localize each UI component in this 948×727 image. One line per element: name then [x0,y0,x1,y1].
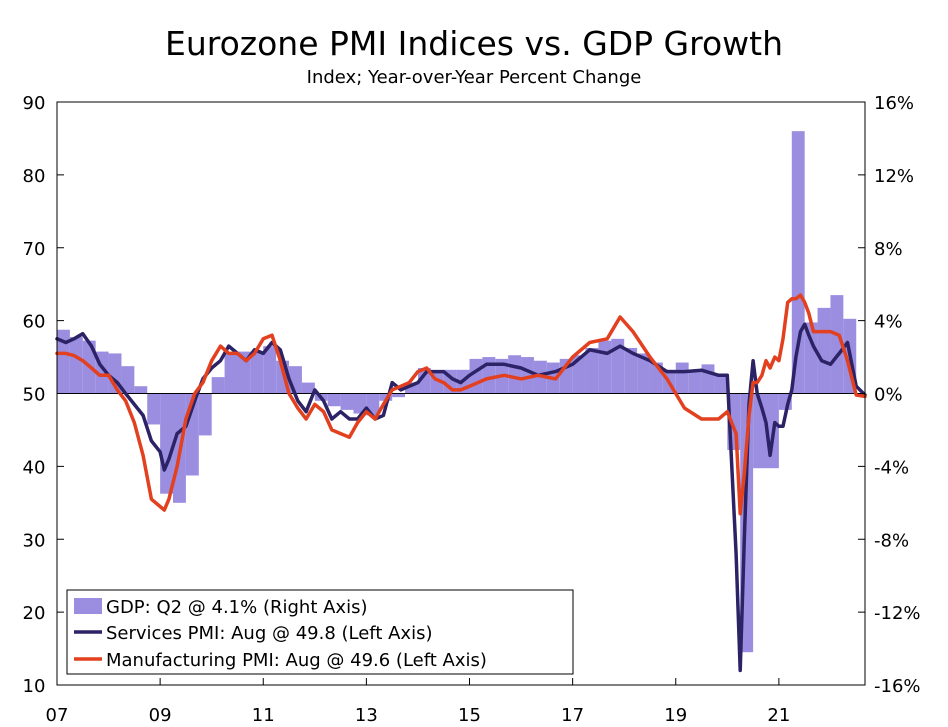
gdp-bar [482,357,496,394]
x-tick-label: 15 [458,705,481,726]
gdp-bar [598,340,612,394]
gdp-bar [521,357,534,394]
right-tick-label: -4% [874,457,909,478]
x-tick-label: 07 [46,705,69,726]
right-tick-label: 16% [874,93,914,114]
gdp-bar [69,337,83,394]
manufacturing-pmi-line [55,293,867,516]
left-axis: 10 20 30 40 50 60 70 80 90 [23,93,64,697]
gdp-bar [147,393,161,425]
gdp-bar [701,364,715,394]
legend-label-manufacturing: Manufacturing PMI: Aug @ 49.6 (Left Axis… [106,650,487,671]
gdp-bar [250,351,264,394]
gdp-bar [611,338,625,394]
x-tick-label: 09 [149,705,172,726]
gdp-bar [340,393,354,410]
x-tick-label: 19 [664,705,687,726]
chart-subtitle: Index; Year-over-Year Percent Change [307,67,642,88]
gdp-bar [791,131,805,394]
right-axis: -16% -12% -8% -4% 0% 4% 8% 12% 16% [858,93,921,697]
right-tick-label: -12% [874,603,921,624]
legend: GDP: Q2 @ 4.1% (Right Axis) Services PMI… [66,589,574,675]
gdp-bar [263,346,277,394]
left-tick-label: 20 [23,603,46,624]
gdp-bar [353,393,367,414]
chart-title: Eurozone PMI Indices vs. GDP Growth [165,24,783,63]
gdp-bar [624,347,638,394]
legend-label-services: Services PMI: Aug @ 49.8 (Left Axis) [106,623,432,644]
gdp-bar [57,329,70,394]
gdp-bar [211,377,225,394]
legend-swatch-gdp [74,598,102,614]
x-tick-label: 13 [355,705,378,726]
gdp-bar [817,307,831,394]
left-tick-label: 30 [23,530,46,551]
gdp-bar [508,355,522,394]
gdp-bar [134,386,148,394]
left-tick-label: 70 [23,239,46,260]
right-tick-label: 8% [874,239,903,260]
left-tick-label: 60 [23,312,46,333]
right-tick-label: 0% [874,385,903,406]
x-tick-label: 11 [252,705,275,726]
gdp-bar [392,393,406,398]
services-pmi-line [55,322,867,673]
gdp-bar [301,382,315,394]
gdp-bar [405,382,418,394]
gdp-bar [675,362,689,394]
left-tick-label: 40 [23,457,46,478]
legend-box [66,589,574,675]
right-tick-label: 12% [874,166,914,187]
x-tick-label: 21 [767,705,790,726]
x-axis: 07 09 11 13 15 17 19 21 [46,678,790,726]
gdp-bar [417,367,431,394]
gdp-bar [830,295,844,394]
gdp-bar [585,347,599,394]
left-tick-label: 10 [23,676,46,697]
x-tick-label: 17 [561,705,584,726]
gdp-bar [327,393,341,407]
left-tick-label: 50 [23,385,46,406]
left-tick-label: 90 [23,93,46,114]
gdp-bar [469,358,483,394]
gdp-bar [637,353,650,394]
pmi-lines [55,293,867,673]
gdp-bar [198,393,212,436]
legend-label-gdp: GDP: Q2 @ 4.1% (Right Axis) [106,597,367,618]
gdp-bar [160,393,174,494]
gdp-bar [714,375,728,394]
gdp-bar [572,355,586,394]
gdp-bar [121,366,135,394]
gdp-bar [688,369,702,394]
gdp-bar [804,322,818,394]
gdp-bar [224,353,238,394]
right-tick-label: 4% [874,312,903,333]
gdp-bar [379,393,393,401]
right-tick-label: -8% [874,530,909,551]
right-tick-label: -16% [874,676,921,697]
left-tick-label: 80 [23,166,46,187]
